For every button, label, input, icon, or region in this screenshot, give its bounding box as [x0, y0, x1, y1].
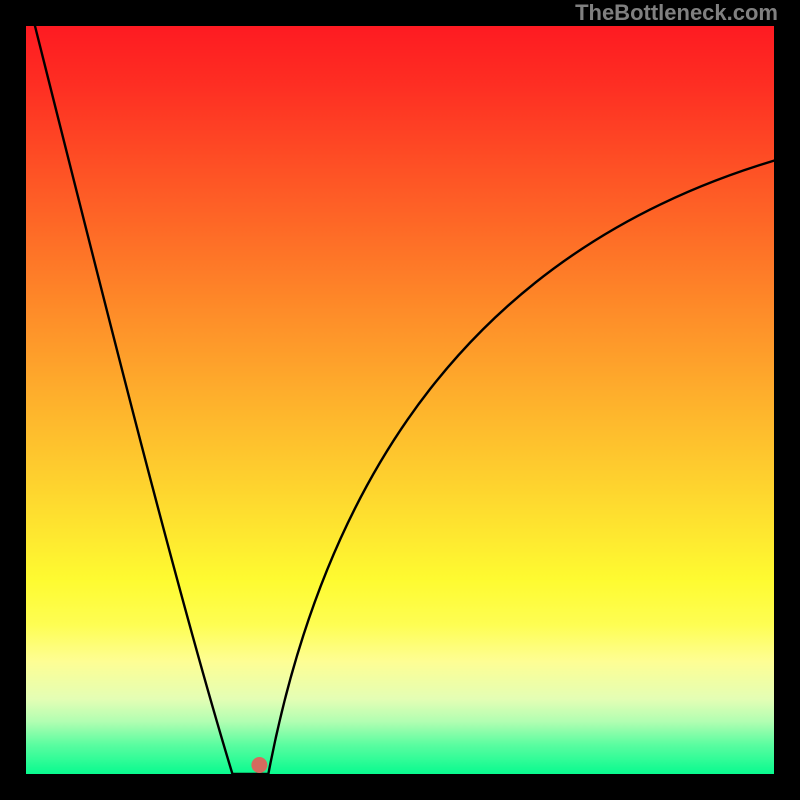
bottleneck-curve — [35, 26, 774, 774]
chart-frame: TheBottleneck.com — [0, 0, 800, 800]
plot-area — [26, 26, 774, 774]
watermark-label: TheBottleneck.com — [575, 0, 778, 26]
curve-overlay — [26, 26, 774, 774]
optimum-marker — [251, 757, 267, 773]
